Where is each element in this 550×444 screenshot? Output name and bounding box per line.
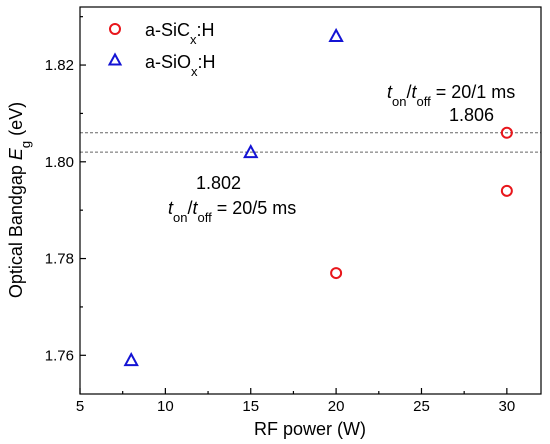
legend-marker-siox: [107, 52, 123, 66]
x-tick-label: 15: [242, 398, 259, 415]
y-tick-label: 1.78: [45, 251, 74, 268]
y-tick-label: 1.82: [45, 57, 74, 74]
x-tick-label: 5: [76, 398, 84, 415]
annotation-value-1802: 1.802: [196, 173, 241, 193]
annotation-ratio-20-5: ton/toff = 20/5 ms: [168, 198, 296, 225]
data-point-triangle: [328, 27, 344, 43]
plot-frame: [79, 6, 542, 395]
annotation-ratio-20-1: ton/toff = 20/1 ms: [387, 82, 515, 109]
y-axis-title: Optical Bandgap Eg (eV): [6, 102, 33, 298]
data-point-circle: [500, 126, 513, 139]
y-axis-ticks: 1.76 1.78 1.80 1.82: [45, 16, 86, 364]
y-tick-label: 1.80: [45, 154, 74, 171]
data-points: [123, 27, 513, 367]
legend: a-SiCx:H a-SiOx:H: [107, 20, 216, 79]
x-axis-ticks: 5 10 15 20 25 30: [76, 388, 515, 415]
y-tick-label: 1.76: [45, 347, 74, 364]
x-tick-label: 10: [157, 398, 174, 415]
x-tick-label: 30: [499, 398, 516, 415]
legend-marker-sicx: [109, 23, 121, 35]
x-tick-label: 20: [328, 398, 345, 415]
x-tick-label: 25: [413, 398, 430, 415]
data-point-triangle: [123, 352, 139, 367]
x-axis-title: RF power (W): [254, 419, 366, 439]
reference-lines: [80, 132, 541, 153]
data-point-circle: [500, 184, 513, 197]
legend-label-siox: a-SiOx:H: [145, 52, 216, 79]
annotation-value-1806: 1.806: [449, 105, 494, 125]
data-point-circle: [330, 267, 343, 280]
data-point-triangle: [243, 144, 259, 159]
legend-label-sicx: a-SiCx:H: [145, 20, 215, 47]
